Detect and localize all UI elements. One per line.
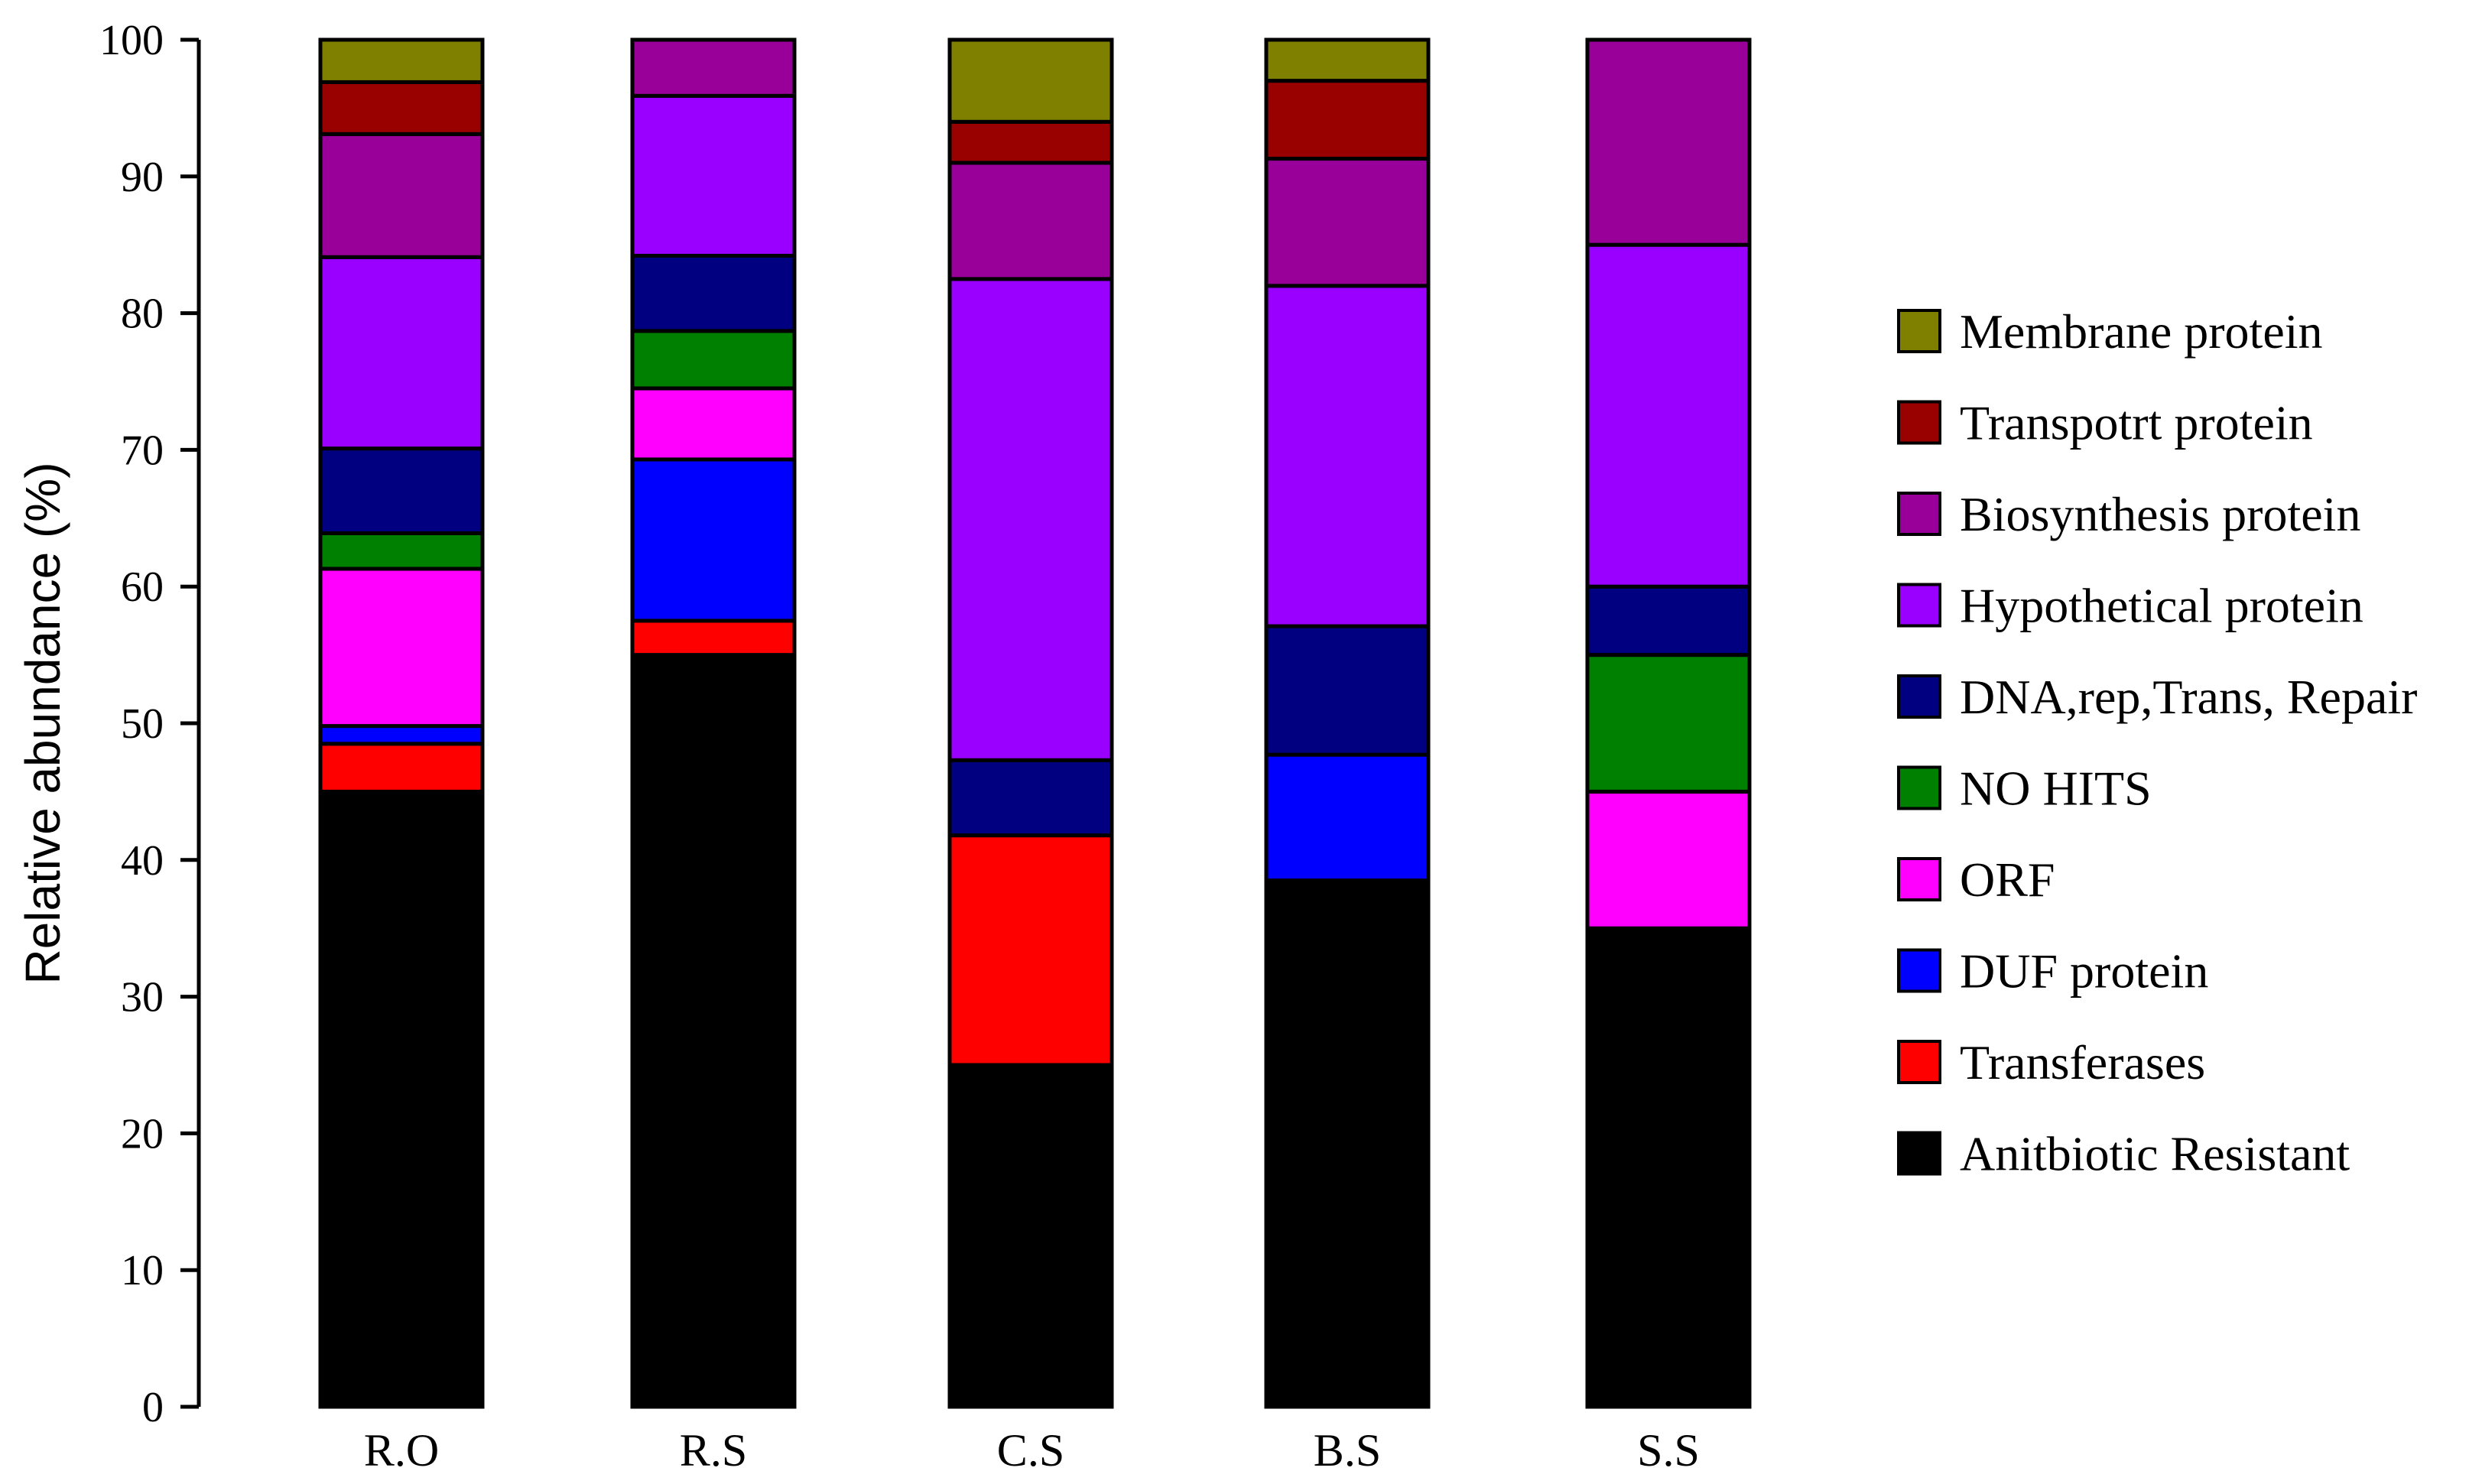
bar-segment — [318, 446, 485, 535]
bar-segment — [318, 255, 485, 451]
y-tick-label: 90 — [121, 154, 164, 201]
bar-segment — [318, 132, 485, 259]
bar-segment — [630, 254, 797, 333]
legend-swatch — [1897, 1131, 1941, 1176]
bars-layer — [318, 37, 1752, 1409]
bar-segment — [1264, 284, 1431, 628]
bar-segment — [318, 724, 485, 746]
bar-segment — [947, 277, 1114, 762]
legend-item: Biosynthesis protein — [1897, 487, 2360, 541]
y-tick-label: 60 — [121, 563, 164, 611]
bar-segment — [630, 619, 797, 658]
legend-swatch — [1897, 674, 1941, 719]
legend-item: Anitbiotic Resistant — [1897, 1127, 2350, 1181]
bar-segment — [318, 80, 485, 136]
bar-segment — [318, 567, 485, 729]
bar-segment — [947, 119, 1114, 165]
bar-segment — [1264, 157, 1431, 288]
bar-stack — [947, 37, 1114, 1409]
bar-stack — [1585, 37, 1752, 1409]
bar-segment — [318, 789, 485, 1409]
legend-item: DUF protein — [1897, 944, 2208, 999]
legend-swatch — [1897, 583, 1941, 628]
legend-item: Transpotrt protein — [1897, 396, 2313, 450]
bar-segment — [630, 457, 797, 623]
y-tick-label: 30 — [121, 974, 164, 1021]
legend-swatch — [1897, 400, 1941, 445]
legend-item: NO HITS — [1897, 761, 2152, 816]
bar-segment — [318, 37, 485, 84]
legend-item: Hypothetical protein — [1897, 579, 2363, 633]
y-tick-label: 70 — [121, 427, 164, 474]
legend-label: Transferases — [1960, 1035, 2205, 1089]
legend-swatch — [1897, 765, 1941, 810]
legend-label: Biosynthesis protein — [1960, 487, 2360, 541]
bar-segment — [1585, 242, 1752, 589]
bar-segment — [947, 833, 1114, 1067]
legend-item: Membrane protein — [1897, 304, 2323, 359]
y-tick-label: 50 — [121, 700, 164, 748]
bar-segment — [318, 742, 485, 794]
axes-layer: 0 10 20 30 40 50 60 70 80 90 100 Relative abundanc… — [15, 17, 201, 1431]
bar-stack — [1264, 37, 1431, 1409]
bar-segment — [630, 653, 797, 1409]
legend-swatch — [1897, 1040, 1941, 1084]
bar-segment — [318, 531, 485, 571]
legend-label: Membrane protein — [1960, 304, 2323, 359]
legend-label: DUF protein — [1960, 944, 2208, 999]
bar-stack — [318, 37, 485, 1409]
y-ticks: 0 10 20 30 40 50 60 70 80 90 100 — [99, 17, 199, 1431]
bar-stack — [630, 37, 797, 1409]
bar-segment — [630, 329, 797, 391]
legend-label: Transpotrt protein — [1960, 396, 2313, 450]
y-tick-label: 80 — [121, 291, 164, 338]
bar-segment — [1585, 789, 1752, 930]
y-tick-label: 40 — [121, 837, 164, 885]
bar-segment — [947, 1063, 1114, 1409]
x-category-label: B.S — [1314, 1425, 1381, 1476]
legend-label: ORF — [1960, 852, 2055, 907]
legend-label: DNA,rep,Trans, Repair — [1960, 670, 2417, 724]
y-tick-label: 10 — [121, 1247, 164, 1294]
bar-segment — [630, 386, 797, 462]
bar-segment — [1264, 37, 1431, 83]
bar-segment — [1264, 79, 1431, 161]
bar-segment — [1585, 584, 1752, 658]
legend-swatch — [1897, 948, 1941, 993]
legend-swatch — [1897, 857, 1941, 901]
bar-segment — [1264, 624, 1431, 757]
legend-swatch — [1897, 309, 1941, 353]
y-tick-label: 0 — [142, 1384, 164, 1431]
x-category-label: R.S — [680, 1425, 747, 1476]
legend: Membrane protein Transpotrt protein Biosyn… — [1897, 304, 2417, 1181]
bar-segment — [1264, 878, 1431, 1409]
legend-label: NO HITS — [1960, 761, 2152, 816]
bar-segment — [947, 161, 1114, 281]
bar-segment — [947, 758, 1114, 838]
x-category-label: C.S — [997, 1425, 1064, 1476]
legend-item: DNA,rep,Trans, Repair — [1897, 670, 2417, 724]
y-tick-label: 100 — [99, 17, 164, 64]
y-tick-label: 20 — [121, 1110, 164, 1158]
legend-label: Hypothetical protein — [1960, 579, 2363, 633]
y-axis-label: Relative abundance (%) — [15, 462, 70, 984]
x-category-label: R.O — [364, 1425, 439, 1476]
bar-segment — [1585, 653, 1752, 794]
bar-segment — [630, 93, 797, 258]
legend-swatch — [1897, 492, 1941, 536]
legend-label: Anitbiotic Resistant — [1960, 1127, 2350, 1181]
bar-segment — [1585, 37, 1752, 247]
x-category-label: S.S — [1637, 1425, 1700, 1476]
bar-segment — [630, 37, 797, 98]
legend-item: ORF — [1897, 852, 2055, 907]
bar-segment — [1585, 926, 1752, 1409]
x-category-labels: R.O R.S C.S B.S S.S — [364, 1425, 1700, 1476]
bar-segment — [1264, 752, 1431, 883]
legend-item: Transferases — [1897, 1035, 2205, 1089]
bar-segment — [947, 37, 1114, 124]
